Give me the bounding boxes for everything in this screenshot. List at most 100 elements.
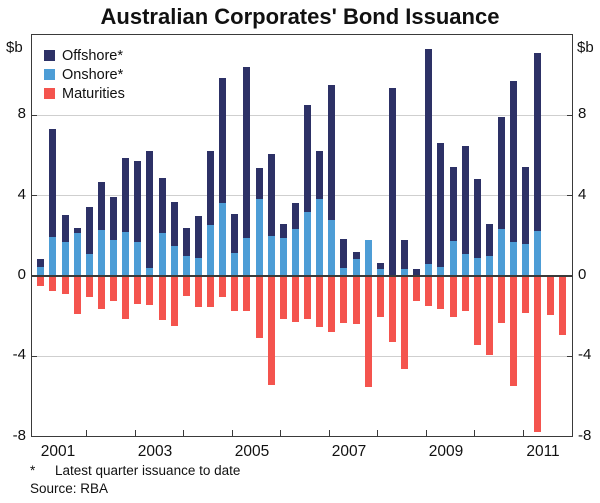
y-axis-tick--4 xyxy=(32,355,37,357)
onshore-bar-2002-Q1 xyxy=(85,253,93,276)
maturities-bar-2011-Q2 xyxy=(534,277,542,432)
y-axis-tick-4 xyxy=(567,195,572,197)
offshore-bar-2004-Q4 xyxy=(219,78,227,203)
offshore-bar-2003-Q2 xyxy=(146,151,154,268)
offshore-swatch-icon xyxy=(44,50,55,61)
gridline-4 xyxy=(32,195,572,197)
offshore-bar-2006-Q4 xyxy=(316,151,324,199)
maturities-bar-2009-Q4 xyxy=(461,277,469,312)
offshore-bar-2007-Q3 xyxy=(352,251,360,259)
y-axis-label-left-4: 4 xyxy=(17,185,26,203)
maturities-bar-2011-Q3 xyxy=(546,277,554,316)
year-label-2005: 2005 xyxy=(234,443,270,460)
y-axis-tick-8 xyxy=(567,114,572,116)
onshore-bar-2010-Q2 xyxy=(485,255,493,276)
legend-item-offshore: Offshore* xyxy=(44,46,125,65)
maturities-bar-2002-Q3 xyxy=(110,277,118,302)
y-axis-label-right-4: 4 xyxy=(578,185,587,203)
source-note: Source: RBA xyxy=(30,481,109,496)
onshore-bar-2010-Q4 xyxy=(510,241,518,276)
maturities-swatch-icon xyxy=(44,88,55,99)
maturities-bar-2008-Q2 xyxy=(388,277,396,343)
onshore-bar-2009-Q4 xyxy=(461,253,469,276)
offshore-bar-2009-Q3 xyxy=(449,167,457,241)
onshore-bar-2003-Q2 xyxy=(146,267,154,276)
legend-label-offshore: Offshore* xyxy=(62,47,123,64)
maturities-bar-2002-Q4 xyxy=(122,277,130,320)
y-axis-tick-4 xyxy=(32,195,37,197)
maturities-bar-2007-Q4 xyxy=(364,277,372,387)
y-axis-label-left-0: 0 xyxy=(17,266,26,283)
y-axis-tick-8 xyxy=(32,114,37,116)
maturities-bar-2003-Q3 xyxy=(158,277,166,321)
onshore-bar-2011-Q2 xyxy=(534,230,542,276)
chart-title: Australian Corporates' Bond Issuance xyxy=(100,4,500,29)
onshore-bar-2003-Q3 xyxy=(158,232,166,276)
maturities-bar-2003-Q4 xyxy=(170,277,178,327)
maturities-bar-2003-Q2 xyxy=(146,277,154,306)
onshore-bar-2007-Q3 xyxy=(352,258,360,276)
x-axis-year-tick xyxy=(183,430,185,436)
x-axis-year-tick xyxy=(134,430,136,436)
onshore-bar-2004-Q1 xyxy=(182,255,190,276)
y-axis-unit-right: $b xyxy=(577,39,594,56)
y-axis-label-left--4: -4 xyxy=(12,346,26,364)
onshore-bar-2005-Q1 xyxy=(231,252,239,276)
maturities-bar-2011-Q4 xyxy=(558,277,566,336)
offshore-bar-2011-Q2 xyxy=(534,52,542,231)
maturities-bar-2002-Q1 xyxy=(85,277,93,298)
x-axis-year-tick xyxy=(280,430,282,436)
year-label-2003: 2003 xyxy=(137,443,173,460)
plot-area xyxy=(31,34,573,438)
maturities-bar-2001-Q1 xyxy=(37,277,45,287)
maturities-bar-2009-Q1 xyxy=(425,277,433,307)
onshore-bar-2002-Q4 xyxy=(122,231,130,276)
offshore-bar-2001-Q1 xyxy=(37,258,45,267)
y-axis-label-right--8: -8 xyxy=(578,426,592,444)
maturities-bar-2001-Q2 xyxy=(49,277,57,292)
y-axis-label-left--8: -8 xyxy=(12,426,26,444)
onshore-bar-2001-Q1 xyxy=(37,266,45,276)
maturities-bar-2001-Q3 xyxy=(61,277,69,295)
zero-axis-line xyxy=(32,275,572,277)
onshore-bar-2010-Q1 xyxy=(473,257,481,276)
onshore-bar-2005-Q4 xyxy=(267,235,275,276)
maturities-bar-2003-Q1 xyxy=(134,277,142,305)
y-axis-label-left-8: 8 xyxy=(17,105,26,123)
offshore-bar-2005-Q3 xyxy=(255,168,263,199)
offshore-bar-2008-Q2 xyxy=(388,88,396,275)
maturities-bar-2005-Q2 xyxy=(243,277,251,312)
legend-label-maturities: Maturities xyxy=(62,85,125,102)
maturities-bar-2008-Q4 xyxy=(413,277,421,302)
onshore-bar-2009-Q2 xyxy=(437,266,445,276)
footnote-text: Latest quarter issuance to date xyxy=(55,463,241,478)
onshore-bar-2007-Q1 xyxy=(328,219,336,276)
legend-item-onshore: Onshore* xyxy=(44,65,125,84)
maturities-bar-2007-Q2 xyxy=(340,277,348,324)
maturities-bar-2008-Q3 xyxy=(401,277,409,370)
maturities-bar-2004-Q3 xyxy=(207,277,215,308)
onshore-bar-2002-Q2 xyxy=(97,229,105,276)
x-axis-year-tick xyxy=(231,430,233,436)
offshore-bar-2008-Q4 xyxy=(413,268,421,276)
maturities-bar-2001-Q4 xyxy=(73,277,81,315)
onshore-bar-2011-Q1 xyxy=(522,243,530,276)
onshore-bar-2006-Q2 xyxy=(291,228,299,276)
offshore-bar-2005-Q2 xyxy=(243,66,251,238)
offshore-bar-2004-Q2 xyxy=(194,215,202,258)
maturities-bar-2007-Q3 xyxy=(352,277,360,325)
maturities-bar-2004-Q1 xyxy=(182,277,190,297)
gridline--4 xyxy=(32,355,572,357)
offshore-bar-2001-Q4 xyxy=(73,227,81,233)
onshore-bar-2008-Q1 xyxy=(376,268,384,276)
onshore-bar-2005-Q2 xyxy=(243,237,251,276)
maturities-bar-2008-Q1 xyxy=(376,277,384,318)
onshore-bar-2005-Q3 xyxy=(255,198,263,276)
maturities-bar-2010-Q3 xyxy=(498,277,506,324)
offshore-bar-2008-Q1 xyxy=(376,262,384,269)
offshore-bar-2003-Q4 xyxy=(170,201,178,246)
y-axis-label-right-0: 0 xyxy=(578,266,587,283)
maturities-bar-2007-Q1 xyxy=(328,277,336,333)
onshore-bar-2008-Q3 xyxy=(401,268,409,276)
